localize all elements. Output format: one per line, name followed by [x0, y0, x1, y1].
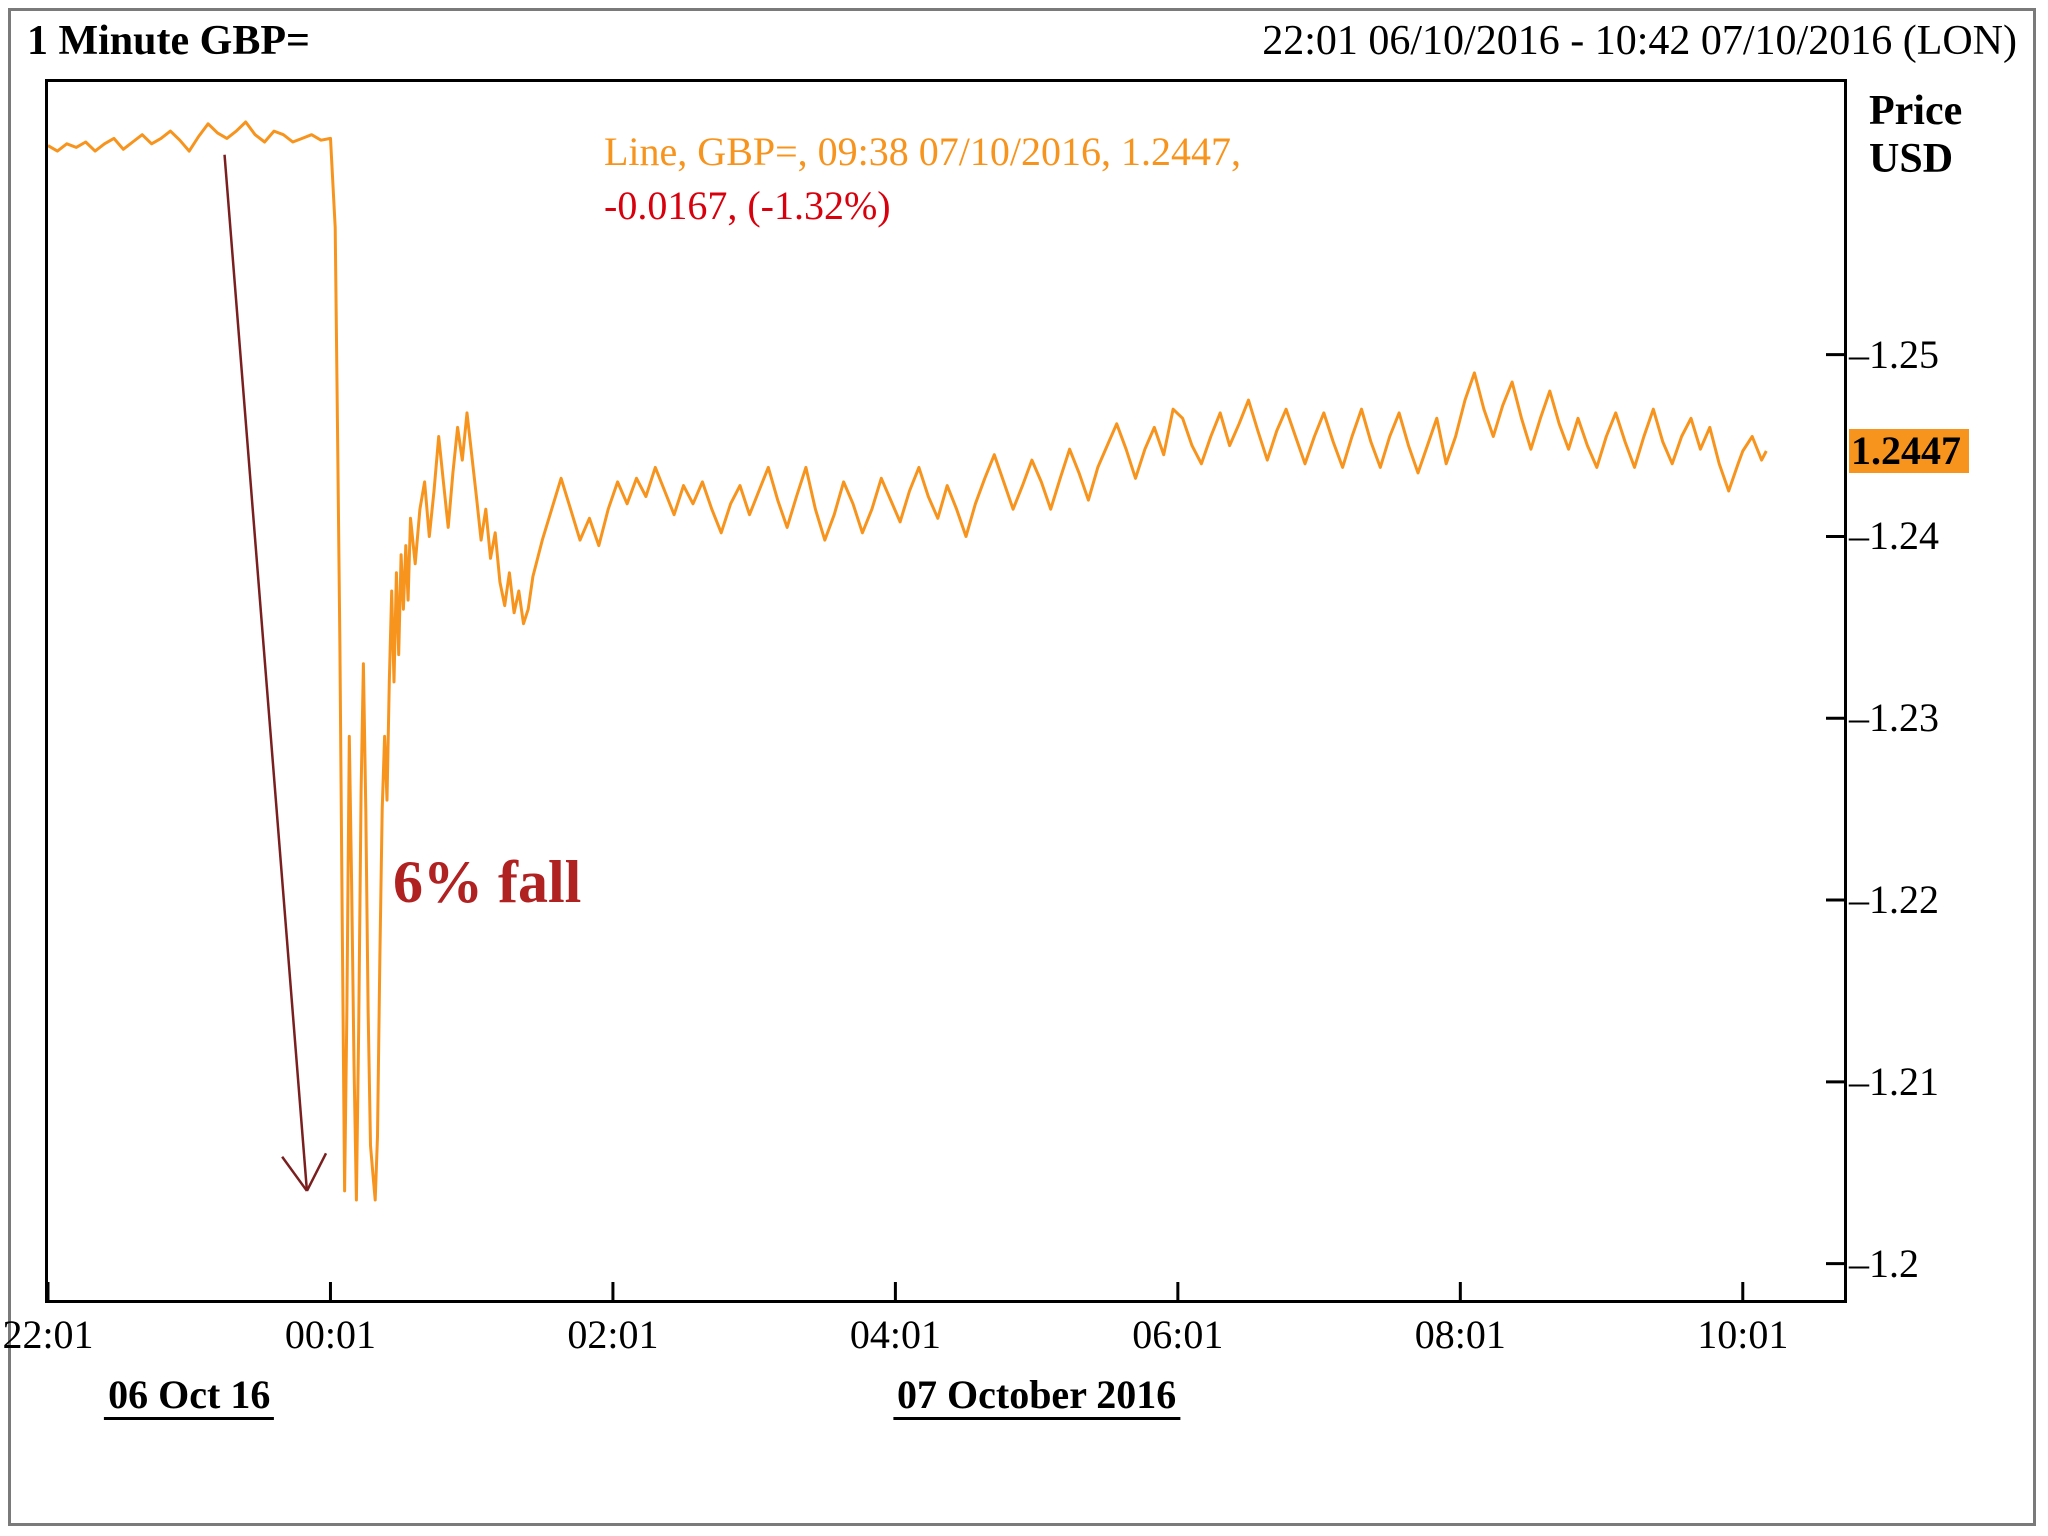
xaxis-date-label: 06 Oct 16 — [104, 1375, 274, 1420]
current-price-label: 1.2447 — [1849, 429, 1969, 473]
chart-header: 1 Minute GBP= 22:01 06/10/2016 - 10:42 0… — [11, 11, 2033, 75]
legend-line-2: -0.0167, (-1.32%) — [604, 186, 891, 226]
ytick-label: –1.22 — [1849, 880, 1939, 920]
xtick-label: 22:01 — [2, 1315, 93, 1355]
ytick-label: –1.23 — [1849, 698, 1939, 738]
chart-title-left: 1 Minute GBP= — [27, 17, 310, 65]
xtick-label: 00:01 — [285, 1315, 376, 1355]
xtick-label: 04:01 — [850, 1315, 941, 1355]
chart-title-right: 22:01 06/10/2016 - 10:42 07/10/2016 (LON… — [1262, 17, 2017, 65]
ytick-label: –1.24 — [1849, 516, 1939, 556]
chart-container: 1 Minute GBP= 22:01 06/10/2016 - 10:42 0… — [8, 8, 2036, 1526]
ytick-label: –1.2 — [1849, 1244, 1919, 1284]
xtick-label: 10:01 — [1697, 1315, 1788, 1355]
chart-svg — [48, 82, 1844, 1300]
xtick-label: 02:01 — [567, 1315, 658, 1355]
annotation-fall-text: 6% fall — [393, 852, 581, 912]
xaxis-date-label: 07 October 2016 — [893, 1375, 1180, 1420]
yaxis-title-line2: USD — [1869, 136, 1953, 182]
ytick-label: –1.25 — [1849, 335, 1939, 375]
chart-plot-area: Line, GBP=, 09:38 07/10/2016, 1.2447, -0… — [45, 79, 1847, 1303]
ytick-label: –1.21 — [1849, 1062, 1939, 1102]
xtick-label: 08:01 — [1415, 1315, 1506, 1355]
yaxis-title: Price USD — [1869, 87, 1962, 184]
yaxis-title-line1: Price — [1869, 88, 1962, 134]
legend-line-1: Line, GBP=, 09:38 07/10/2016, 1.2447, — [604, 132, 1241, 172]
xtick-label: 06:01 — [1132, 1315, 1223, 1355]
